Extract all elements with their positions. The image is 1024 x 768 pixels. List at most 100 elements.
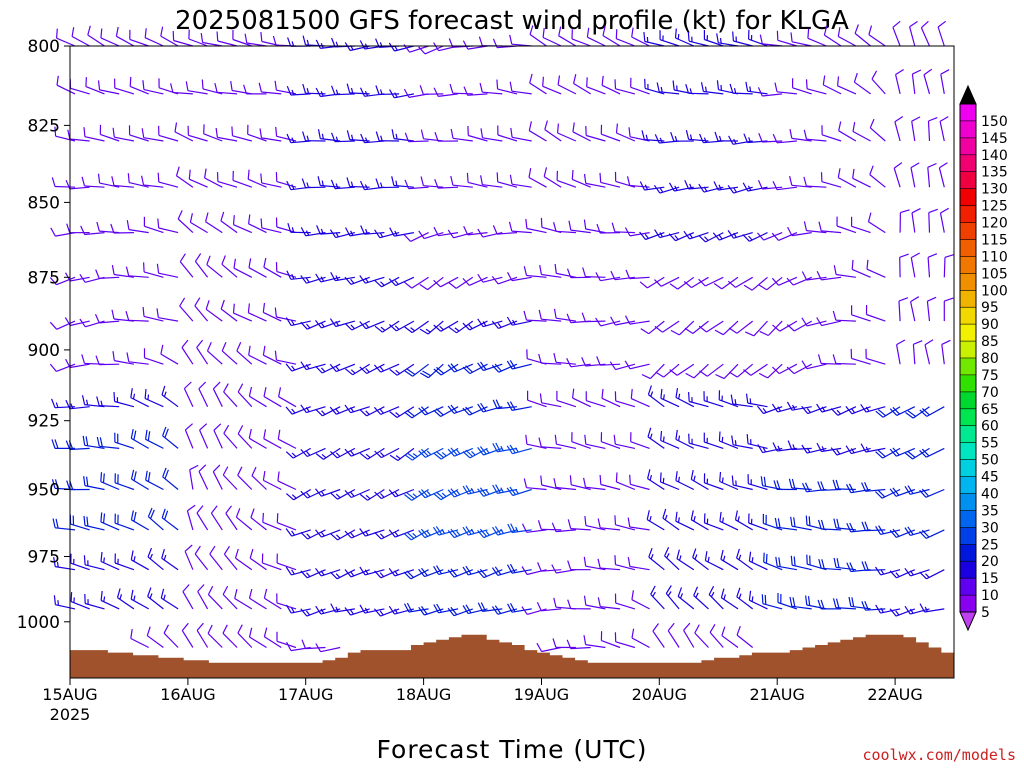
barb-staff	[351, 320, 370, 331]
barb-staff	[776, 140, 797, 144]
barb-half-feather	[806, 408, 811, 413]
wind-barb	[201, 79, 223, 95]
wind-barb	[389, 406, 415, 419]
barb-staff	[337, 447, 356, 459]
wind-barb	[845, 445, 871, 455]
barb-staff	[629, 565, 650, 571]
wind-barb	[581, 357, 606, 367]
colorbar-label: 125	[981, 199, 1008, 215]
barb-staff	[396, 320, 415, 332]
barb-staff	[823, 84, 842, 95]
barb-feather	[237, 425, 244, 435]
wind-barb	[703, 30, 724, 47]
barb-half-feather	[749, 86, 752, 92]
wind-barb	[566, 268, 591, 279]
wind-barb	[736, 625, 754, 648]
barb-half-feather	[500, 528, 505, 534]
barb-feather	[404, 454, 413, 461]
colorbar-label: 135	[981, 165, 1008, 181]
barb-staff	[511, 136, 532, 142]
barb-staff	[366, 406, 385, 417]
barb-feather	[816, 403, 823, 413]
wind-barb	[670, 132, 694, 142]
wind-barb	[262, 345, 282, 365]
barb-feather	[81, 354, 86, 364]
barb-staff	[704, 522, 724, 531]
barb-feather	[53, 557, 56, 567]
barb-staff	[541, 273, 562, 278]
barb-half-feather	[119, 594, 123, 600]
barb-feather	[803, 176, 807, 187]
wind-barb	[258, 82, 282, 95]
barb-feather	[216, 31, 219, 42]
barb-half-feather	[688, 233, 693, 239]
colorbar-swatch	[960, 408, 976, 427]
barb-half-feather	[880, 569, 885, 575]
barb-staff	[188, 38, 208, 47]
barb-feather	[250, 508, 255, 518]
barb-half-feather	[439, 325, 444, 331]
wind-barb	[905, 406, 930, 419]
wind-barb	[95, 355, 120, 366]
wind-barb	[525, 434, 547, 449]
wind-barb	[698, 232, 724, 243]
barb-staff	[747, 443, 768, 449]
barb-feather	[807, 28, 810, 39]
credit-link[interactable]: coolwx.com/models	[862, 746, 1016, 764]
barb-half-feather	[660, 86, 663, 93]
wind-barb	[433, 488, 459, 501]
barb-staff	[647, 478, 665, 491]
barb-staff	[662, 517, 680, 531]
barb-staff	[396, 406, 415, 419]
barb-staff	[497, 181, 518, 188]
barb-staff	[792, 87, 812, 95]
wind-barb	[404, 132, 429, 143]
barb-feather	[275, 126, 278, 137]
barb-feather	[539, 393, 543, 403]
barb-staff	[412, 363, 429, 377]
barb-feather	[913, 340, 923, 345]
barb-staff	[207, 350, 223, 365]
barb-staff	[158, 227, 179, 234]
wind-barb	[263, 387, 282, 408]
barb-staff	[55, 566, 76, 571]
barb-staff	[791, 184, 812, 188]
barb-staff	[291, 320, 311, 327]
wind-barb	[816, 442, 842, 453]
wind-barb	[462, 565, 488, 576]
barb-half-feather	[650, 391, 654, 397]
barb-staff	[694, 632, 709, 648]
barb-half-feather	[306, 39, 310, 46]
barb-feather	[477, 447, 484, 456]
barb-staff	[395, 276, 415, 287]
barb-staff	[541, 569, 562, 572]
barb-feather	[909, 20, 918, 28]
barb-feather	[506, 401, 513, 411]
wind-barb	[375, 131, 400, 142]
barb-staff	[99, 230, 120, 234]
wind-barb	[147, 587, 164, 610]
barb-half-feather	[379, 408, 384, 414]
wind-barb	[249, 548, 267, 571]
barb-feather	[874, 491, 883, 499]
barb-feather	[836, 558, 840, 568]
barb-staff	[56, 84, 76, 95]
wind-barb	[643, 32, 665, 47]
barb-feather	[832, 598, 837, 608]
barb-feather	[904, 452, 913, 460]
wind-barb	[805, 79, 827, 95]
barb-staff	[237, 474, 253, 490]
barb-staff	[880, 608, 901, 614]
barb-staff	[749, 232, 768, 242]
barb-staff	[114, 87, 135, 95]
barb-feather	[940, 69, 950, 75]
barb-feather	[748, 551, 752, 562]
barb-feather	[510, 523, 516, 533]
wind-barb	[126, 220, 149, 234]
wind-barb	[141, 175, 164, 188]
barb-staff	[251, 475, 267, 490]
barb-staff	[467, 488, 488, 495]
barb-staff	[438, 608, 459, 614]
barb-half-feather	[652, 591, 656, 597]
barb-staff	[482, 406, 503, 413]
